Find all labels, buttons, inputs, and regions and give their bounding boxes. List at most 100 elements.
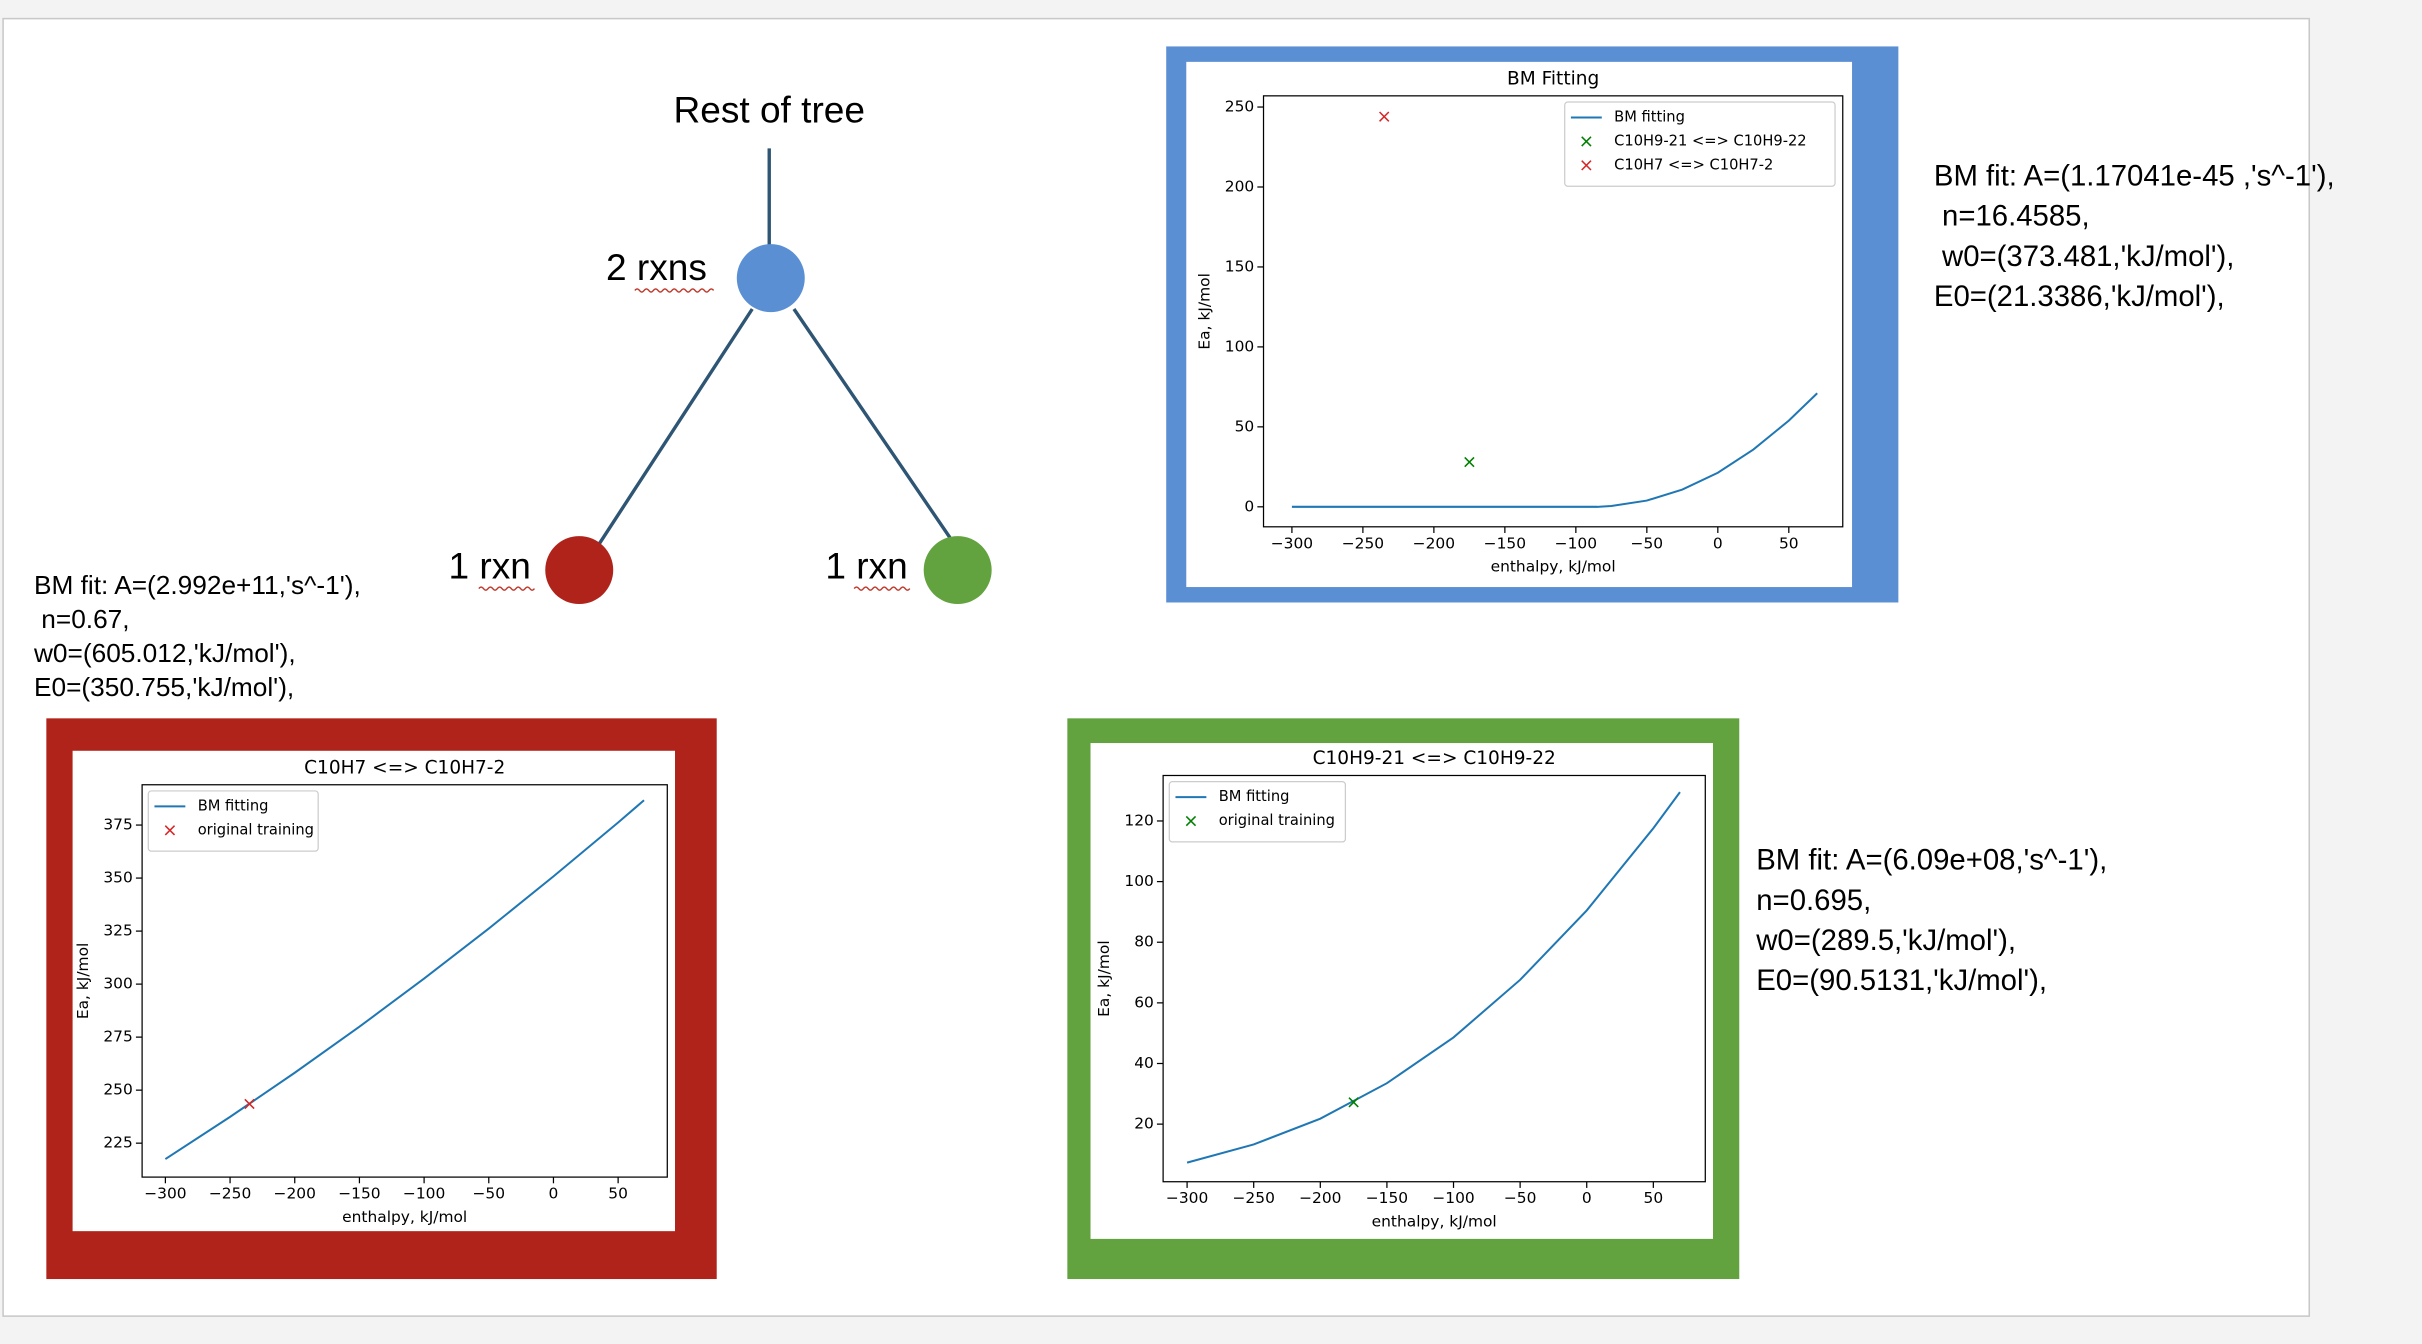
x-tick-label: 50 [1779, 534, 1799, 552]
legend-box [147, 790, 319, 852]
legend-swatch [1185, 815, 1197, 827]
fit-note-line: n=0.67, [34, 604, 130, 634]
x-tick-label: 0 [549, 1185, 559, 1203]
x-tick-label: −200 [1413, 534, 1455, 552]
fit-note-line: E0=(21.3386,'kJ/mol'), [1934, 280, 2225, 313]
y-axis-label: Ea, kJ/mol [74, 943, 92, 1020]
y-tick-label: 40 [1134, 1054, 1154, 1072]
legend-label: BM fitting [1219, 788, 1290, 805]
legend-label: C10H9-21 <=> C10H9-22 [1614, 132, 1807, 149]
y-tick-label: 20 [1134, 1115, 1154, 1133]
left-label: 1 rxn [448, 544, 530, 586]
legend-label: BM fitting [1614, 108, 1685, 125]
fit-note-line: BM fit: A=(1.17041e-45 ,'s^-1'), [1934, 159, 2335, 192]
x-tick-label: −300 [1271, 534, 1313, 552]
legend-label: C10H7 <=> C10H7-2 [1614, 156, 1773, 173]
scatter-marker [1348, 1097, 1359, 1108]
fit-note-line: E0=(90.5131,'kJ/mol'), [1756, 964, 2047, 997]
tree: Rest of tree 2 rxns 1 rxn 1 rxn [448, 89, 992, 605]
x-tick-label: −100 [403, 1185, 445, 1203]
x-tick-label: −300 [144, 1185, 186, 1203]
x-axis-label: enthalpy, kJ/mol [1491, 557, 1616, 575]
legend: BM fitting C10H9-21 <=> C10H9-22 C10H7 <=>… [1564, 101, 1836, 187]
x-tick-label: −50 [1631, 534, 1664, 552]
legend-swatch [1581, 136, 1592, 147]
parent-label: 2 rxns [606, 246, 707, 288]
chart: BM Fitting enthalpy, kJ/mol Ea, kJ/mol −300… [1166, 46, 1899, 603]
y-tick-label: 100 [1124, 872, 1153, 890]
root-label: Rest of tree [673, 89, 865, 131]
edge [594, 308, 754, 550]
x-tick-label: −100 [1432, 1189, 1474, 1207]
chart: C10H7 <=> C10H7-2 enthalpy, kJ/mol Ea, kJ/… [46, 718, 717, 1280]
x-tick-label: −300 [1166, 1189, 1208, 1207]
chart-title: C10H7 <=> C10H7-2 [304, 757, 505, 778]
spellcheck-underline [478, 586, 536, 591]
y-tick-label: 300 [103, 975, 132, 993]
x-tick-label: −150 [338, 1185, 380, 1203]
fit-line [1186, 791, 1681, 1164]
x-tick-label: −250 [1232, 1189, 1274, 1207]
chart-title: BM Fitting [1507, 68, 1599, 89]
y-tick-label: 375 [103, 816, 132, 834]
y-tick-label: 200 [1225, 177, 1254, 195]
legend-label: original training [1219, 812, 1335, 829]
x-tick-label: −50 [472, 1185, 505, 1203]
fit-note-line: w0=(373.481,'kJ/mol'), [1934, 240, 2235, 273]
x-tick-label: 50 [1644, 1189, 1664, 1207]
y-tick-label: 0 [1244, 497, 1254, 515]
fit-line [1291, 392, 1818, 508]
y-tick-label: 100 [1225, 337, 1254, 355]
y-tick-label: 80 [1134, 933, 1154, 951]
x-tick-label: −50 [1504, 1189, 1537, 1207]
plot-frame [141, 784, 668, 1178]
fit-note-line: BM fit: A=(2.992e+11,'s^-1'), [34, 570, 361, 600]
legend-box [1168, 781, 1347, 843]
notes: BM fit: A=(1.17041e-45 ,'s^-1'), n=16.45… [33, 159, 2335, 997]
legend: BM fitting original training [147, 790, 319, 852]
spellcheck-underline [634, 288, 715, 293]
edge [792, 308, 952, 539]
y-tick-label: 120 [1124, 811, 1153, 829]
y-tick-label: 250 [103, 1081, 132, 1099]
scatter-marker [244, 1098, 255, 1110]
y-tick-label: 325 [103, 922, 132, 940]
y-tick-label: 350 [103, 869, 132, 887]
x-tick-label: 0 [1582, 1189, 1592, 1207]
fit-note-line: E0=(350.755,'kJ/mol'), [34, 672, 294, 702]
y-tick-label: 50 [1235, 417, 1255, 435]
y-tick-label: 60 [1134, 993, 1154, 1011]
x-tick-label: −150 [1366, 1189, 1408, 1207]
legend-label: BM fitting [198, 797, 269, 814]
plot-frame [1162, 774, 1706, 1183]
fit-note-line: BM fit: A=(6.09e+08,'s^-1'), [1756, 844, 2107, 877]
x-axis-label: enthalpy, kJ/mol [342, 1208, 467, 1226]
y-axis-label: Ea, kJ/mol [1195, 273, 1213, 350]
charts: BM Fitting enthalpy, kJ/mol Ea, kJ/mol −300… [46, 46, 1899, 1280]
chart-title: C10H9-21 <=> C10H9-22 [1313, 748, 1556, 769]
fit-note-line: w0=(289.5,'kJ/mol'), [1755, 924, 2016, 957]
scatter-marker [1464, 456, 1475, 468]
plot-frame [1262, 95, 1844, 528]
x-axis-label: enthalpy, kJ/mol [1372, 1212, 1497, 1230]
legend-swatch [164, 825, 176, 836]
parent-node [736, 244, 805, 313]
y-tick-label: 275 [103, 1028, 132, 1046]
fit-note-line: w0=(605.012,'kJ/mol'), [33, 638, 296, 668]
scatter-marker [1379, 111, 1390, 122]
fit-note-line: n=16.4585, [1934, 200, 2090, 233]
right-node [923, 536, 992, 605]
legend-label: original training [198, 821, 314, 838]
x-tick-label: −200 [274, 1185, 316, 1203]
x-tick-label: 50 [608, 1185, 628, 1203]
y-axis-label: Ea, kJ/mol [1095, 940, 1113, 1016]
x-tick-label: −250 [209, 1185, 251, 1203]
x-tick-label: −100 [1555, 534, 1597, 552]
fit-note-line: n=0.695, [1756, 884, 1871, 917]
x-tick-label: −250 [1342, 534, 1384, 552]
chart: C10H9-21 <=> C10H9-22 enthalpy, kJ/mol Ea,… [1067, 718, 1740, 1280]
x-tick-label: 0 [1713, 534, 1723, 552]
legend-box [1564, 101, 1836, 187]
